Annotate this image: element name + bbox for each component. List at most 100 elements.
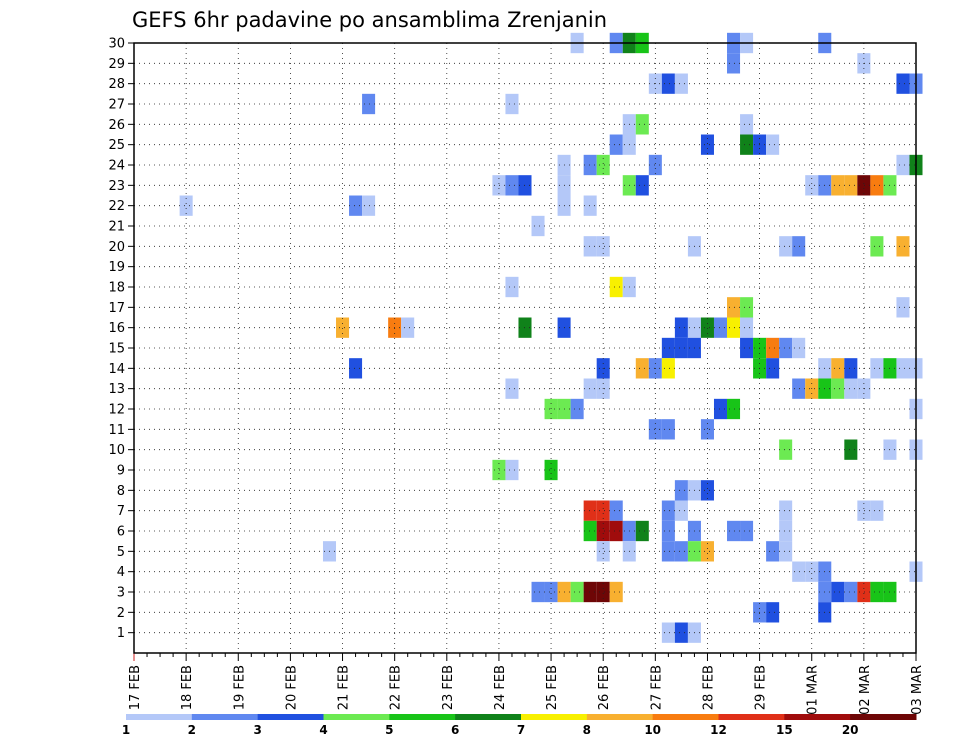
heatmap-cell-126	[609, 500, 623, 521]
heatmap-cell-159	[583, 581, 597, 603]
heatmap-cell-102	[831, 378, 845, 399]
heatmap-cell-148	[700, 541, 714, 562]
x-tick-label-4: 21 FEB	[337, 665, 352, 710]
y-tick-label-2: 2	[117, 606, 125, 621]
heatmap-cell-31	[492, 175, 506, 196]
heatmap-cell-82	[349, 358, 363, 379]
heatmap-cell-18	[740, 114, 754, 135]
heatmap-cell-12	[896, 73, 910, 94]
y-tick-label-9: 9	[117, 464, 125, 479]
heatmap-cell-131	[870, 500, 884, 521]
heatmap-cells	[179, 32, 923, 643]
heatmap-cell-166	[870, 581, 884, 603]
x-tick-label-11: 28 FEB	[701, 665, 716, 710]
x-tick-label-12: 29 FEB	[754, 665, 769, 710]
heatmap-cell-79	[766, 337, 780, 359]
y-tick-label-20: 20	[108, 240, 125, 255]
heatmap-cell-137	[661, 520, 675, 542]
heatmap-cell-163	[831, 581, 845, 603]
colorbar-swatch-11	[850, 714, 917, 720]
heatmap-cell-128	[674, 500, 688, 521]
heatmap-cell-77	[740, 337, 754, 359]
x-tick-label-6: 23 FEB	[441, 665, 456, 710]
heatmap-cell-40	[844, 175, 858, 196]
heatmap-cell-60	[727, 297, 741, 318]
y-tick-label-7: 7	[117, 504, 125, 519]
y-tick-label-22: 22	[108, 199, 125, 214]
heatmap-cell-149	[766, 541, 780, 562]
heatmap-cell-41	[857, 175, 871, 196]
y-tick-label-19: 19	[108, 260, 125, 275]
y-tick-label-30: 30	[108, 37, 125, 52]
heatmap-cell-86	[661, 358, 675, 379]
x-axis: 17 FEB 18 FEB 19 FEB 20 FEB 21 FEB 22 FEB 23 F…	[128, 653, 925, 715]
y-tick-label-26: 26	[108, 118, 125, 133]
heatmap-cell-28	[648, 154, 662, 176]
heatmap-cell-62	[896, 297, 910, 318]
y-tick-label-15: 15	[108, 342, 125, 357]
heatmap-cell-73	[740, 317, 754, 338]
heatmap-cell-84	[635, 358, 649, 379]
heatmap-cell-39	[831, 175, 845, 196]
colorbar-label-3: 4	[319, 723, 327, 737]
x-tick-label-15: 03 MAR	[910, 665, 925, 715]
heatmap-cell-123	[700, 480, 714, 501]
heatmap-cell-94	[896, 358, 910, 379]
heatmap-cell-53	[779, 236, 793, 257]
heatmap-cell-14	[362, 93, 376, 115]
y-tick-label-5: 5	[117, 545, 125, 560]
y-tick-label-3: 3	[117, 586, 125, 601]
heatmap-cell-91	[844, 358, 858, 379]
heatmap-cell-109	[727, 398, 741, 420]
colorbar-label-6: 7	[517, 723, 525, 737]
y-tick-label-14: 14	[108, 362, 125, 377]
y-tick-label-13: 13	[108, 382, 125, 397]
heatmap-cell-80	[779, 337, 793, 359]
heatmap-cell-29	[896, 154, 910, 176]
heatmap-cell-56	[896, 236, 910, 257]
x-tick-label-7: 24 FEB	[493, 665, 508, 710]
colorbar-swatch-4	[389, 714, 456, 720]
colorbar: 1 2 3 4 5 6 7 8 10 12 15 20	[122, 714, 917, 737]
heatmap-cell-63	[336, 317, 350, 338]
heatmap-cell-156	[544, 581, 558, 603]
y-tick-label-12: 12	[108, 403, 125, 418]
heatmap-cell-54	[792, 236, 806, 257]
colorbar-label-5: 6	[451, 723, 459, 737]
heatmap-cell-172	[674, 622, 688, 643]
colorbar-label-2: 3	[253, 723, 261, 737]
colorbar-label-8: 10	[644, 723, 661, 737]
heatmap-cell-114	[779, 439, 793, 460]
heatmap-cell-22	[740, 134, 754, 155]
y-axis: 1234567891011121314151617181920212223242…	[108, 37, 134, 641]
colorbar-swatch-6	[521, 714, 588, 720]
colorbar-swatch-7	[586, 714, 654, 720]
heatmap-cell-133	[596, 520, 610, 542]
y-tick-label-8: 8	[117, 484, 125, 499]
colorbar-label-1: 2	[188, 723, 196, 737]
heatmap-cell-111	[648, 419, 662, 440]
heatmap-cell-58	[609, 276, 623, 298]
heatmap-cell-36	[635, 175, 649, 196]
heatmap-cell-140	[740, 520, 754, 542]
heatmap-cell-130	[857, 500, 871, 521]
heatmap-cell-74	[661, 337, 675, 359]
heatmap-cell-107	[570, 398, 584, 420]
heatmap-cell-61	[740, 297, 754, 318]
colorbar-swatch-10	[784, 714, 851, 720]
heatmap-cell-19	[609, 134, 623, 155]
heatmap-cell-127	[661, 500, 675, 521]
plot-frame	[133, 42, 917, 654]
heatmap-cell-150	[779, 541, 793, 562]
heatmap-cell-17	[635, 114, 649, 135]
chart-title: GEFS 6hr padavine po ansamblima Zrenjani…	[132, 8, 607, 32]
heatmap-cell-143	[596, 541, 610, 562]
heatmap-cell-171	[661, 622, 675, 643]
heatmap-cell-92	[870, 358, 884, 379]
heatmap-cell-27	[596, 154, 610, 176]
heatmap-cell-21	[700, 134, 714, 155]
heatmap-cell-136	[635, 520, 649, 542]
heatmap-cell-57	[505, 276, 519, 298]
y-tick-label-11: 11	[108, 423, 125, 438]
